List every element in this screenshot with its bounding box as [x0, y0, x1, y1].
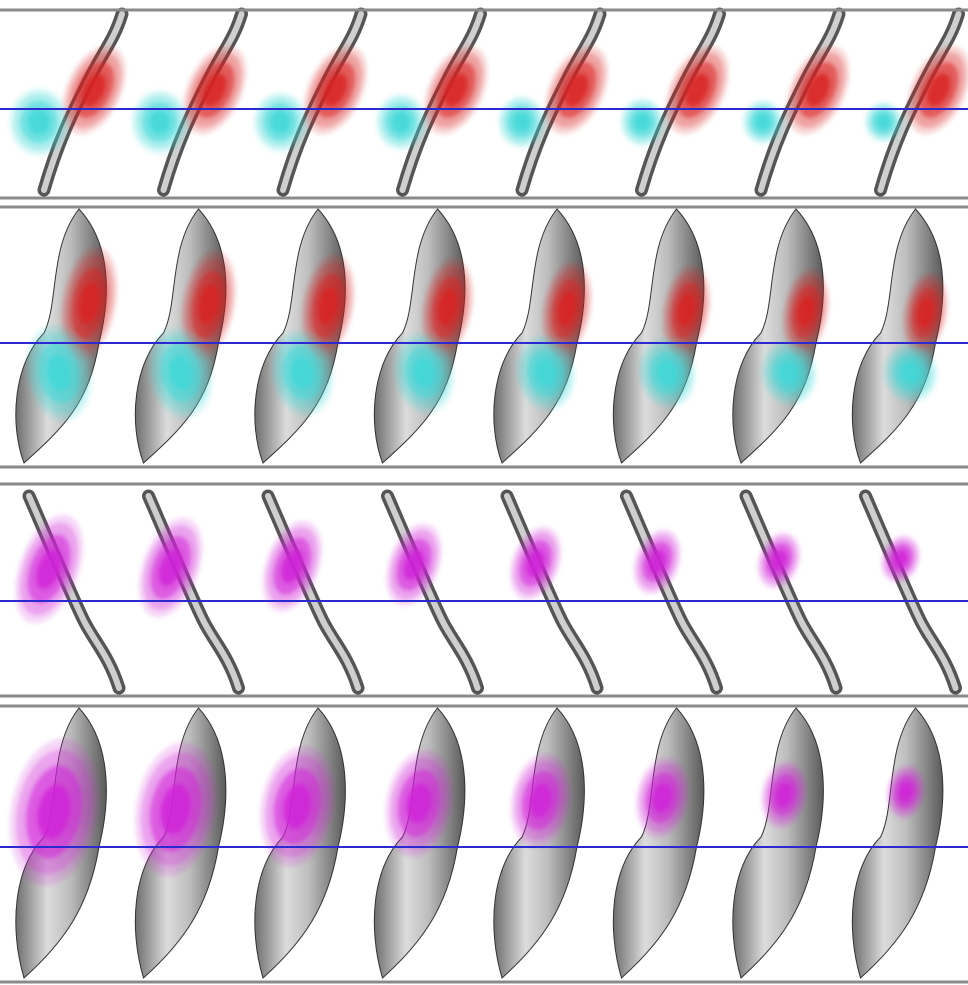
activation-cyan — [392, 112, 411, 133]
activation-cyan — [513, 112, 530, 131]
activation-cyan — [755, 114, 770, 130]
activation-cyan — [149, 110, 170, 134]
activation-cyan — [634, 113, 650, 131]
page: (() => { const data = JSON.parse(documen… — [0, 0, 968, 985]
activation-cyan — [28, 110, 50, 135]
activation-cyan — [877, 115, 891, 130]
activation-cyan — [270, 111, 290, 133]
figure — [0, 0, 968, 985]
